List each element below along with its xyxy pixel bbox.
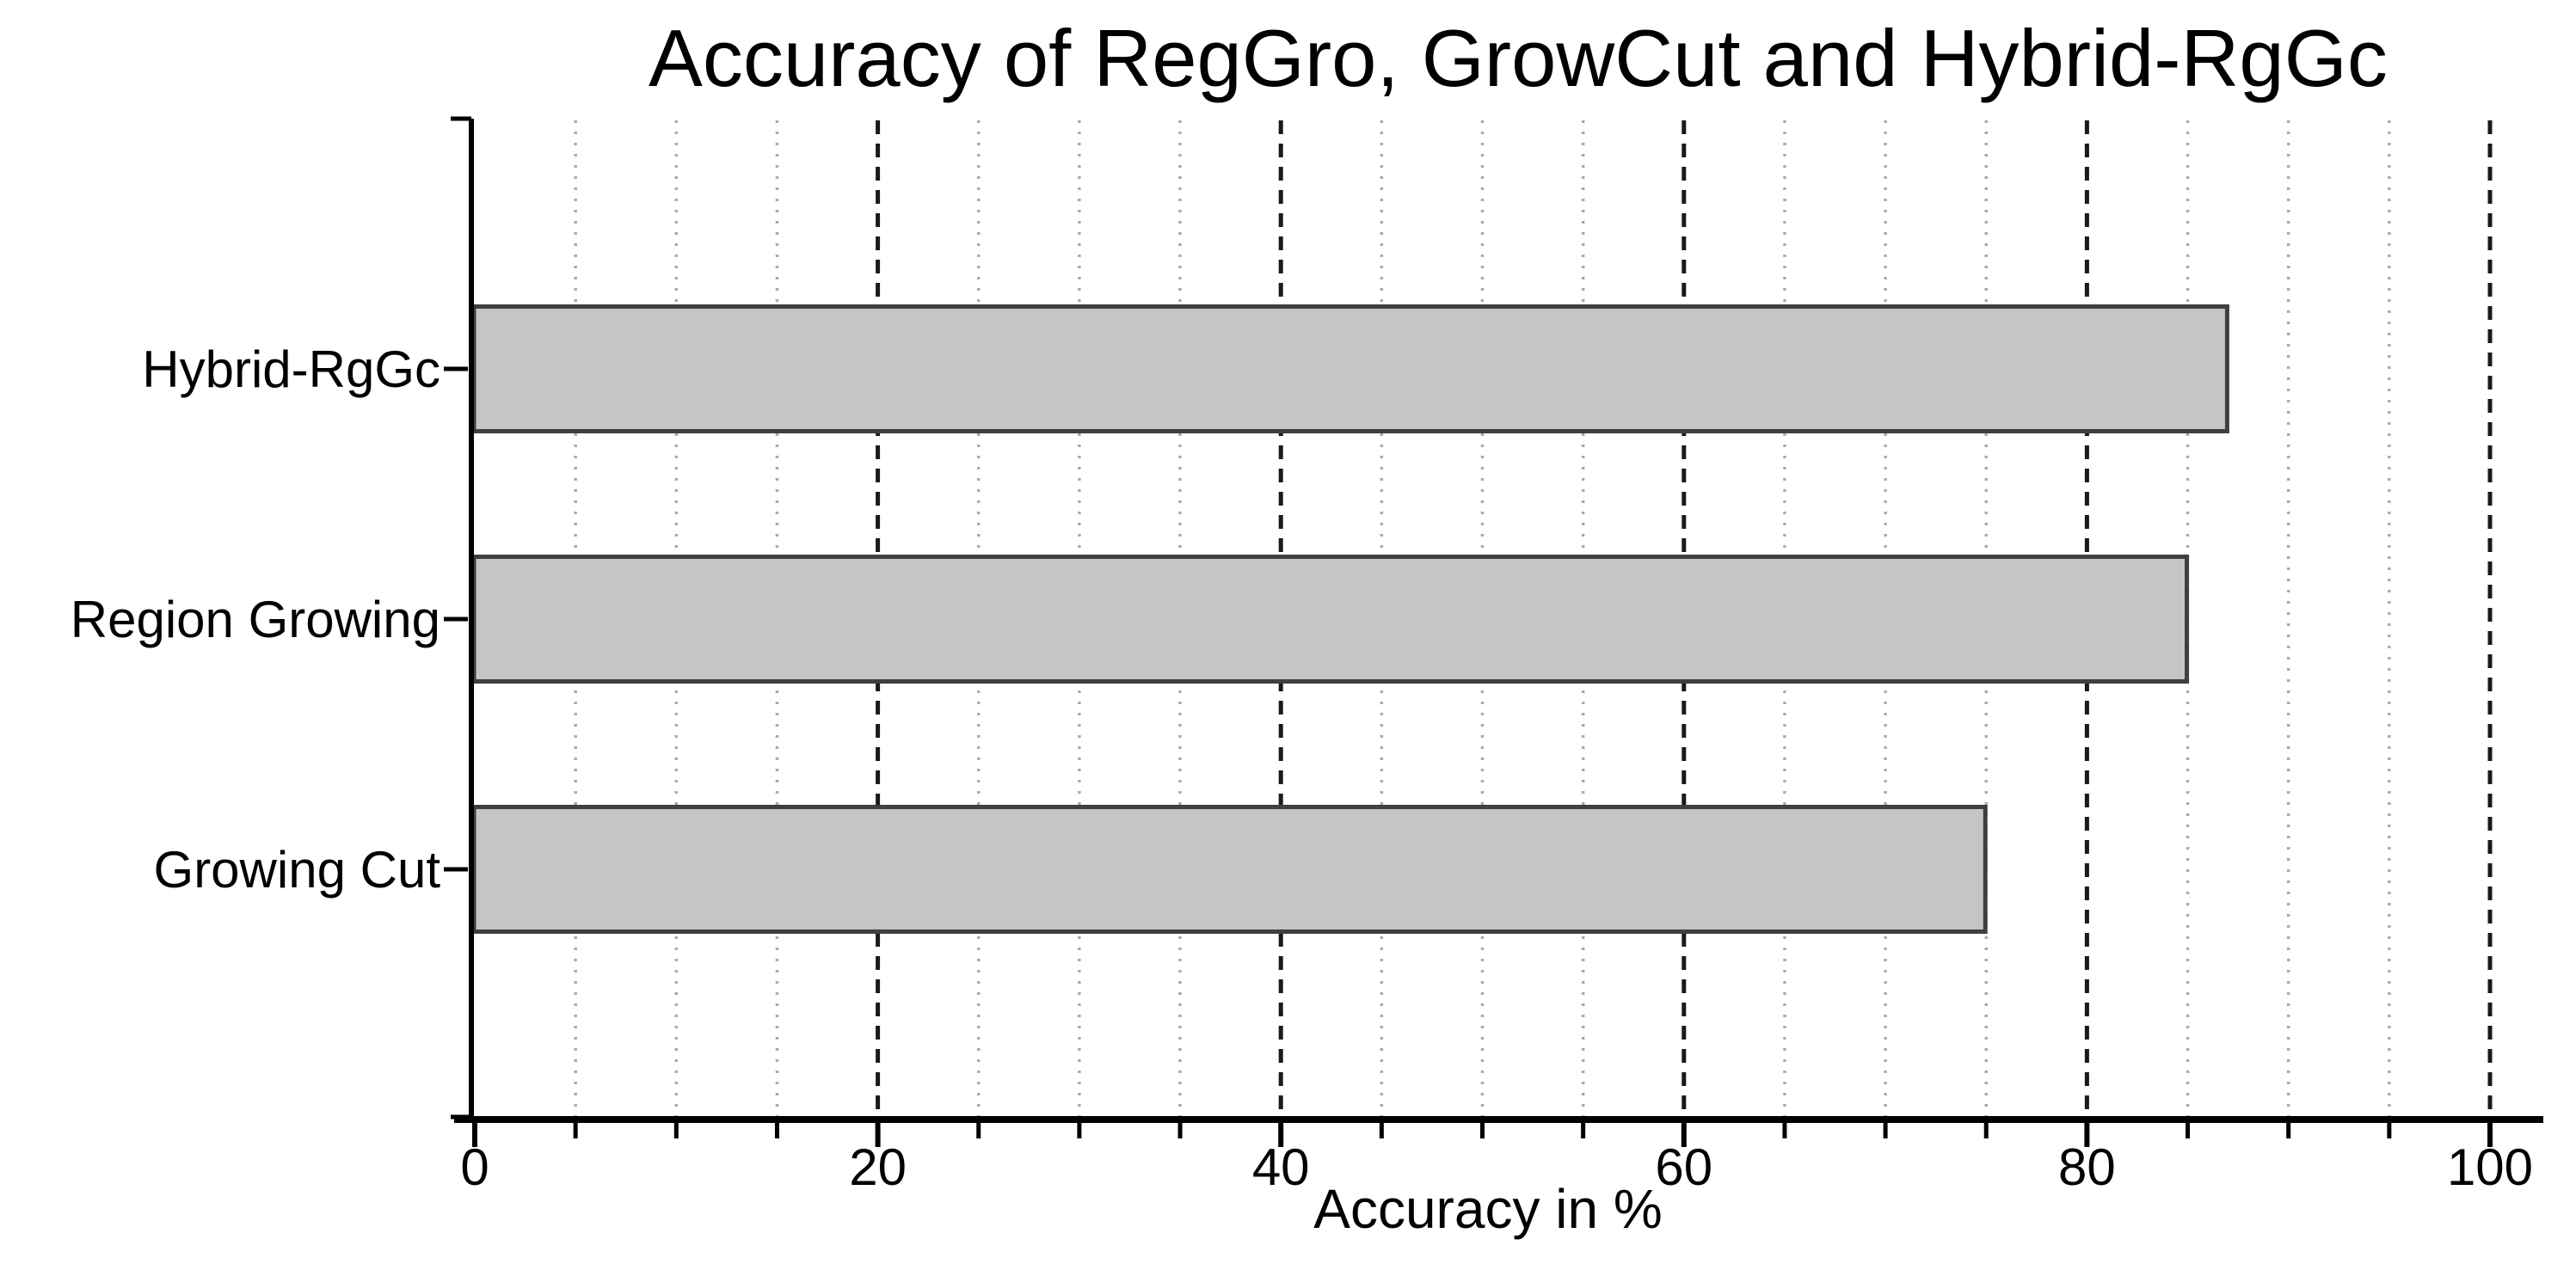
x-tick-label-80: 80 <box>2058 1138 2116 1196</box>
bar-region-growing <box>471 555 2190 684</box>
x-tick-label-100: 100 <box>2447 1138 2533 1196</box>
bars-group <box>471 304 2229 934</box>
x-tick-label-60: 60 <box>1655 1138 1712 1196</box>
x-tick-label-0: 0 <box>460 1138 489 1196</box>
tick-labels-group: 0 20 40 60 80 100 Hybrid-RgGc Region Growing Gro… <box>71 340 2533 1196</box>
x-tick-label-40: 40 <box>1252 1138 1310 1196</box>
chart-title: Accuracy of RegGro, GrowCut and Hybrid-R… <box>649 13 2388 103</box>
y-tick-label-growing-cut: Growing Cut <box>154 841 441 899</box>
y-tick-label-region-growing: Region Growing <box>71 591 440 648</box>
axes-group <box>444 116 2543 1147</box>
y-tick-label-hybrid-rggc: Hybrid-RgGc <box>142 340 440 398</box>
x-axis-label: Accuracy in % <box>1313 1178 1662 1240</box>
x-tick-label-20: 20 <box>849 1138 907 1196</box>
bar-hybrid-rggc <box>471 304 2229 433</box>
bar-growing-cut <box>471 805 1988 934</box>
